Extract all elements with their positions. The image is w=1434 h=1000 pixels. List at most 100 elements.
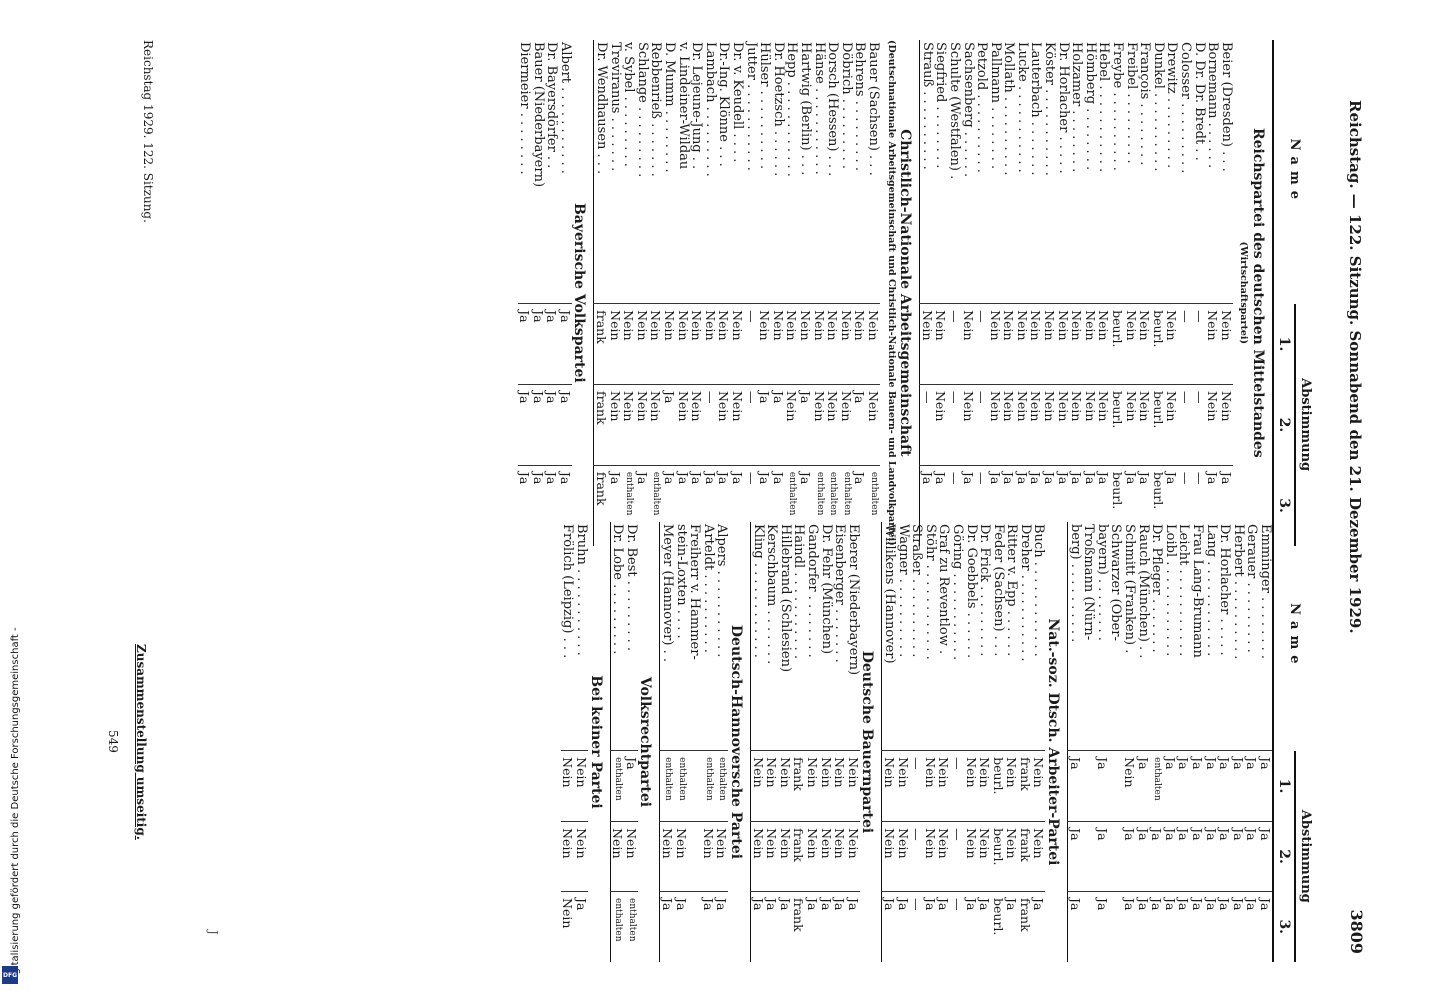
vote-1-cell: frank [791,750,806,822]
member-row: Pallmann . . . . . . . . Nein Nein Ja [987,40,1003,546]
member-name: Petzold . . . . . . . . . . [974,42,990,173]
vote-3-cell: Ja [1217,891,1232,962]
member-name: Freibel . . . . . . . . . [1123,42,1139,164]
vote-2-cell: Ja [1163,821,1178,892]
vote-1-cell: Nein [1096,303,1111,385]
vote-1-cell: Nein [689,303,704,385]
member-row: Freybe . . . . . . . . . . beurl. beurl. be… [1110,40,1126,546]
member-name: Siegfried . . . . . . . . [933,42,949,169]
vote-2-cell [1081,821,1096,892]
vote-1-cell: Nein [846,750,861,822]
member-name: Graf zu Reventlow . [936,524,952,655]
vote-2-cell: — [1178,384,1193,466]
member-row: Dr. Pfleger . . . . . . . enthalten Ja Ja [1149,522,1165,962]
vote-3-cell: Ja [977,891,992,962]
member-name: Holzamer . . . . . . . . [1069,42,1085,173]
vote-2-cell: Nein [1219,384,1234,466]
vote-1-cell: frank [594,303,609,385]
member-name: Hülser . . . . . . . . . . [757,42,773,170]
vote-2-cell: Nein [561,821,576,892]
vote-3-cell: Ja [936,891,951,962]
member-row: Frau Lang-Brumann Ja Ja Ja [1190,522,1205,962]
member-row: Wagner . . . . . . . . . . Nein Nein Ja [896,522,911,962]
member-row: Meyer (Hannover) . . enthalten Nein Ja [659,522,675,962]
vote-1-cell: Nein [771,303,786,385]
member-name: D. Mumm . . . . . . . . [662,42,678,173]
member-row: Dr. Wendhausen . . . frank frank frank [594,40,609,546]
vote-3-cell: Ja [674,891,689,962]
member-row: Hillebrand (Schlesien) Nein Nein Ja [778,522,793,962]
member-name: Dunkel . . . . . . . . . . [1150,42,1166,172]
member-name: Pallmann . . . . . . . . [987,42,1003,170]
party-name: Reichspartei des deutschen Mittelstandes [1250,40,1273,546]
member-name: Dr. Horlacher . . . . . [1217,524,1233,656]
party-name: Bei keiner Partei [588,522,611,962]
member-row: Loibl . . . . . . . . . . . . Ja Ja Ja [1163,522,1178,962]
vote-1-cell: — [974,303,989,385]
vote-2-cell: Ja [1231,821,1246,892]
vote-1-cell [1108,750,1123,822]
vote-3-cell: Ja [778,891,793,962]
vote-3-cell: Ja [750,891,766,962]
member-name: Alpers . . . . . . . . . . . [714,524,730,658]
member-name: Emminger . . . . . . . . [1258,524,1273,660]
member-row: Behrens . . . . . . . . . Nein Ja Ja [852,40,867,546]
vote-1-cell: Nein [662,303,677,385]
vote-2-cell: Ja [1149,821,1164,892]
vote-2-cell: Ja [1136,821,1151,892]
vote-1-cell: Nein [703,303,718,385]
vote-3-cell: Ja [819,891,834,962]
member-row: Hartwig (Berlin) . . . Nein Ja Ja [798,40,813,546]
member-name: Hartwig (Berlin) . . . [798,42,813,176]
vote-1-cell: Nein [988,303,1003,385]
vote-1-cell: Nein [1137,303,1152,385]
vote-1-cell: frank [1018,750,1033,822]
party-subheading: (Deutschnationale Arbeitsgemeinschaft un… [880,40,898,546]
member-name: Haindl . . . . . . . . . . . [791,524,807,660]
member-row: Hepp . . . . . . . . . . . . Nein Nein enth… [784,40,799,546]
member-row: Schulte (Westfalen) . — — — [947,40,962,546]
vote-3-cell: Ja [714,891,729,962]
member-row: Willikens (Hannover) Nein Nein Ja [881,522,897,962]
member-name: François . . . . . . . . [1137,42,1153,166]
vote-1-cell: Nein [961,303,976,385]
member-name: Dr. Best . . . . . . . . . [623,524,639,651]
vote-1-header: 1. [1273,750,1295,822]
member-name: Bornemann . . . . . . [1205,42,1221,169]
vote-3-cell [1081,891,1096,962]
vote-1-cell: beurl. [991,750,1006,822]
vote-1-cell: Ja [558,303,573,385]
member-name: berg) . . . . . . . . . . [1067,524,1083,643]
vote-1-cell: Nein [852,303,867,385]
member-row: Dr. Lejeune-Jung . . Nein Nein Ja [689,40,704,546]
vote-1-cell: — [1192,303,1207,385]
vote-3-cell: Ja [659,891,675,962]
member-name: Freiherr v. Hammer- [687,524,703,660]
vote-3-cell: beurl. [991,891,1006,962]
member-name: Freybe . . . . . . . . . . [1110,42,1126,171]
member-name: Troßmann (Nürn- [1081,524,1097,641]
member-row: Sachsenberg . . . . . . Nein Nein Ja [961,40,976,546]
vote-1-cell: beurl. [1151,303,1166,385]
vote-1-cell: enthalten [674,750,688,822]
vote-rows-right: Emminger . . . . . . . . Ja Ja Ja Gerauer . … [561,522,1273,962]
vote-1-cell: Nein [1004,750,1019,822]
member-name: Dorsch (Hessen) . . . [825,42,841,177]
member-name: Lauterbach . . . . . . . [1028,42,1044,176]
vote-1-cell: Nein [1219,303,1234,385]
member-row: Eisenberger . . . . . . . Nein Nein Ja [832,522,847,962]
member-name: Kerschbaum . . . . . . . [764,524,780,665]
vote-1-cell: Ja [1067,750,1083,822]
vote-2-cell: Nein [730,384,745,466]
dfg-credit-text: Digitalisierung gefördert durch die Deut… [10,627,21,985]
member-row: Dr. Lobe . . . . . . . . . enthalten Nein e… [610,522,625,962]
member-name: Ritter v. Epp . . . . . . [1004,524,1020,657]
vote-2-header: 2. [1273,384,1295,466]
member-name: Dr. Pfleger . . . . . . . [1149,524,1165,653]
vote-2-cell: Nein [610,821,625,892]
vote-1-cell: Nein [964,750,979,822]
vote-3-cell: Ja [832,891,847,962]
vote-2-cell: Ja [544,384,559,466]
member-row: Gerauer . . . . . . . . . Ja Ja Ja [1244,522,1259,962]
member-row: Petzold . . . . . . . . . . — — — [974,40,990,546]
